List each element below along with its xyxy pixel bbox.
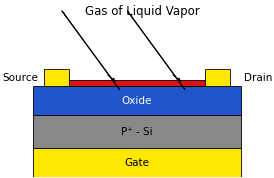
Bar xyxy=(33,86,241,116)
Text: Gate: Gate xyxy=(124,158,150,168)
Bar xyxy=(44,69,69,86)
Text: Oxide: Oxide xyxy=(122,96,152,106)
Text: P⁺ - Si: P⁺ - Si xyxy=(121,127,153,137)
Text: Drain: Drain xyxy=(244,72,272,83)
Bar xyxy=(33,148,241,177)
Bar xyxy=(47,80,227,86)
Text: Source: Source xyxy=(2,72,38,83)
Bar xyxy=(33,116,241,148)
Bar xyxy=(205,69,230,86)
Text: Gas of Liquid Vapor: Gas of Liquid Vapor xyxy=(85,5,200,18)
